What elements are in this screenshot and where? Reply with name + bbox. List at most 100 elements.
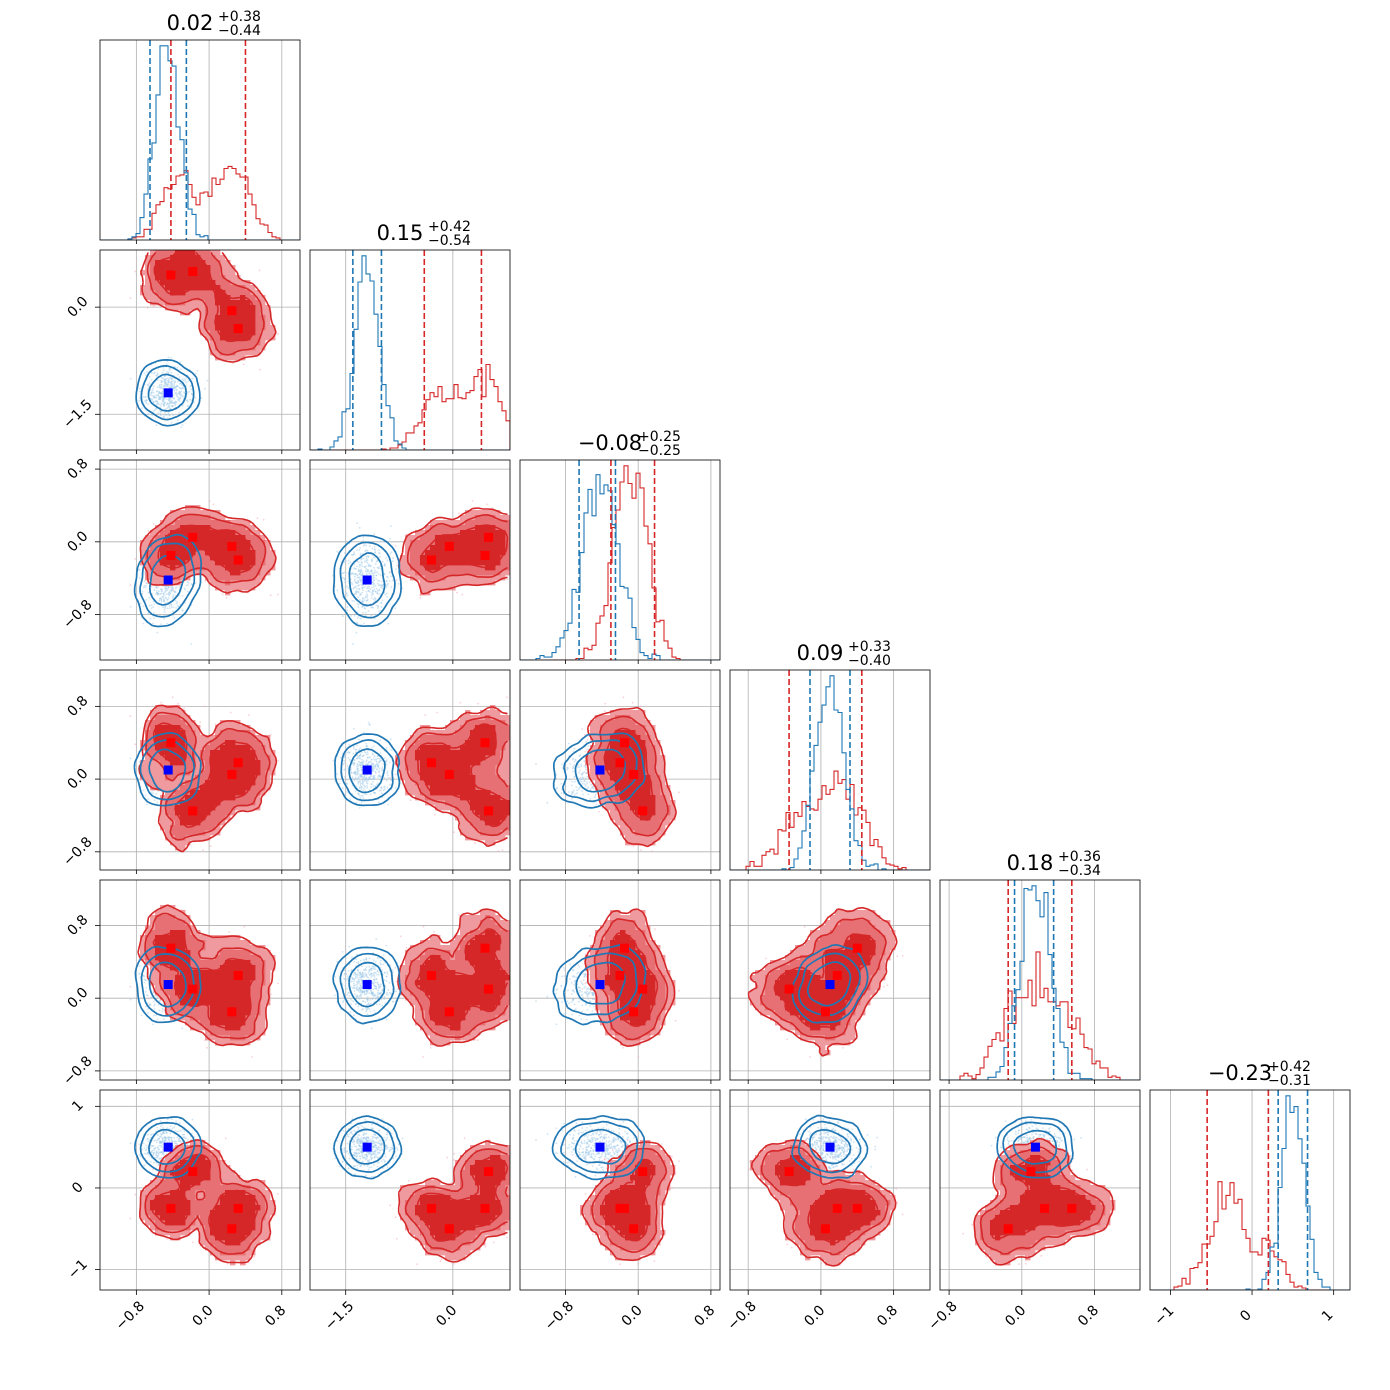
red-sample — [177, 702, 180, 705]
blue-sample — [372, 762, 375, 765]
blue-sample — [160, 590, 163, 593]
blue-sample — [356, 773, 359, 776]
blue-sample — [147, 798, 150, 801]
blue-sample — [174, 600, 177, 602]
blue-sample — [156, 373, 159, 376]
blue-sample — [365, 568, 368, 570]
blue-sample — [158, 403, 160, 405]
blue-sample — [366, 586, 369, 589]
blue-sample — [163, 617, 166, 620]
blue-sample — [179, 361, 182, 364]
blue-sample — [377, 776, 380, 778]
blue-sample — [353, 600, 356, 602]
blue-sample — [159, 597, 162, 600]
blue-sample — [160, 623, 163, 626]
blue-sample — [160, 392, 162, 394]
blue-sample — [359, 766, 362, 768]
blue-sample — [164, 586, 167, 589]
blue-sample — [359, 747, 362, 750]
blue-sample — [371, 558, 373, 561]
blue-sample — [171, 378, 173, 381]
blue-sample — [353, 772, 356, 774]
blue-sample — [377, 567, 380, 569]
blue-sample — [385, 746, 388, 749]
blue-sample — [190, 388, 193, 391]
blue-sample — [169, 591, 171, 593]
blue-sample — [372, 581, 375, 583]
red-truth-marker — [426, 555, 436, 565]
blue-sample — [352, 643, 354, 645]
blue-sample — [351, 600, 354, 602]
blue-sample — [179, 382, 182, 385]
blue-sample — [378, 552, 381, 555]
blue-contour-line — [340, 739, 395, 802]
blue-sample — [346, 585, 348, 588]
blue-sample — [376, 571, 379, 574]
blue-sample — [377, 766, 380, 768]
blue-sample — [362, 536, 365, 539]
red-sample — [129, 584, 132, 587]
blue-sample — [367, 761, 370, 764]
blue-sample — [375, 587, 378, 590]
blue-sample — [385, 763, 388, 766]
blue-sample — [168, 368, 171, 370]
blue-sample — [378, 761, 380, 764]
red-sample — [129, 715, 132, 718]
blue-sample — [384, 777, 386, 780]
blue-sample — [169, 376, 171, 379]
blue-sample — [362, 539, 365, 542]
blue-sample — [142, 789, 145, 792]
blue-sample — [370, 606, 372, 609]
blue-sample — [332, 759, 334, 762]
red-sample — [194, 246, 196, 248]
blue-sample — [176, 395, 179, 398]
blue-sample — [162, 597, 165, 600]
blue-sample — [146, 399, 149, 402]
panel-frame — [519, 459, 721, 661]
blue-contour-line — [339, 541, 396, 619]
blue-sample — [185, 584, 188, 587]
blue-sample — [353, 614, 356, 617]
blue-sample — [146, 803, 148, 806]
blue-sample — [381, 769, 384, 772]
blue-sample — [373, 745, 375, 747]
red-truth-marker — [166, 270, 176, 280]
blue-sample — [170, 589, 173, 592]
blue-sample — [361, 561, 363, 564]
blue-sample — [166, 622, 169, 625]
blue-sample — [394, 607, 397, 609]
blue-sample — [156, 587, 158, 589]
blue-sample — [362, 597, 364, 600]
blue-sample — [365, 559, 368, 562]
blue-sample — [180, 426, 183, 428]
red-truth-marker — [480, 738, 490, 748]
blue-sample — [160, 385, 163, 388]
blue-sample — [166, 379, 169, 382]
blue-sample — [373, 545, 376, 548]
blue-sample — [189, 398, 191, 401]
blue-sample — [173, 385, 176, 387]
blue-sample — [362, 760, 365, 763]
blue-sample — [350, 767, 352, 769]
scatter-panel-3-1 — [309, 669, 515, 874]
blue-sample — [373, 579, 375, 582]
blue-sample — [375, 577, 378, 580]
blue-sample — [354, 790, 357, 792]
blue-sample — [372, 590, 375, 592]
blue-sample — [359, 754, 361, 757]
blue-sample — [160, 600, 163, 603]
blue-sample — [373, 776, 376, 779]
blue-sample — [361, 571, 364, 574]
red-sample — [146, 306, 149, 309]
blue-contour-line — [348, 552, 386, 607]
red-sample — [513, 803, 515, 805]
blue-sample — [359, 784, 362, 787]
blue-sample — [153, 799, 156, 801]
blue-sample — [361, 591, 363, 594]
blue-sample — [166, 607, 169, 610]
blue-sample — [144, 396, 147, 398]
blue-sample — [358, 566, 361, 568]
blue-sample — [358, 794, 361, 797]
red-sample — [152, 523, 155, 525]
blue-sample — [143, 372, 146, 375]
